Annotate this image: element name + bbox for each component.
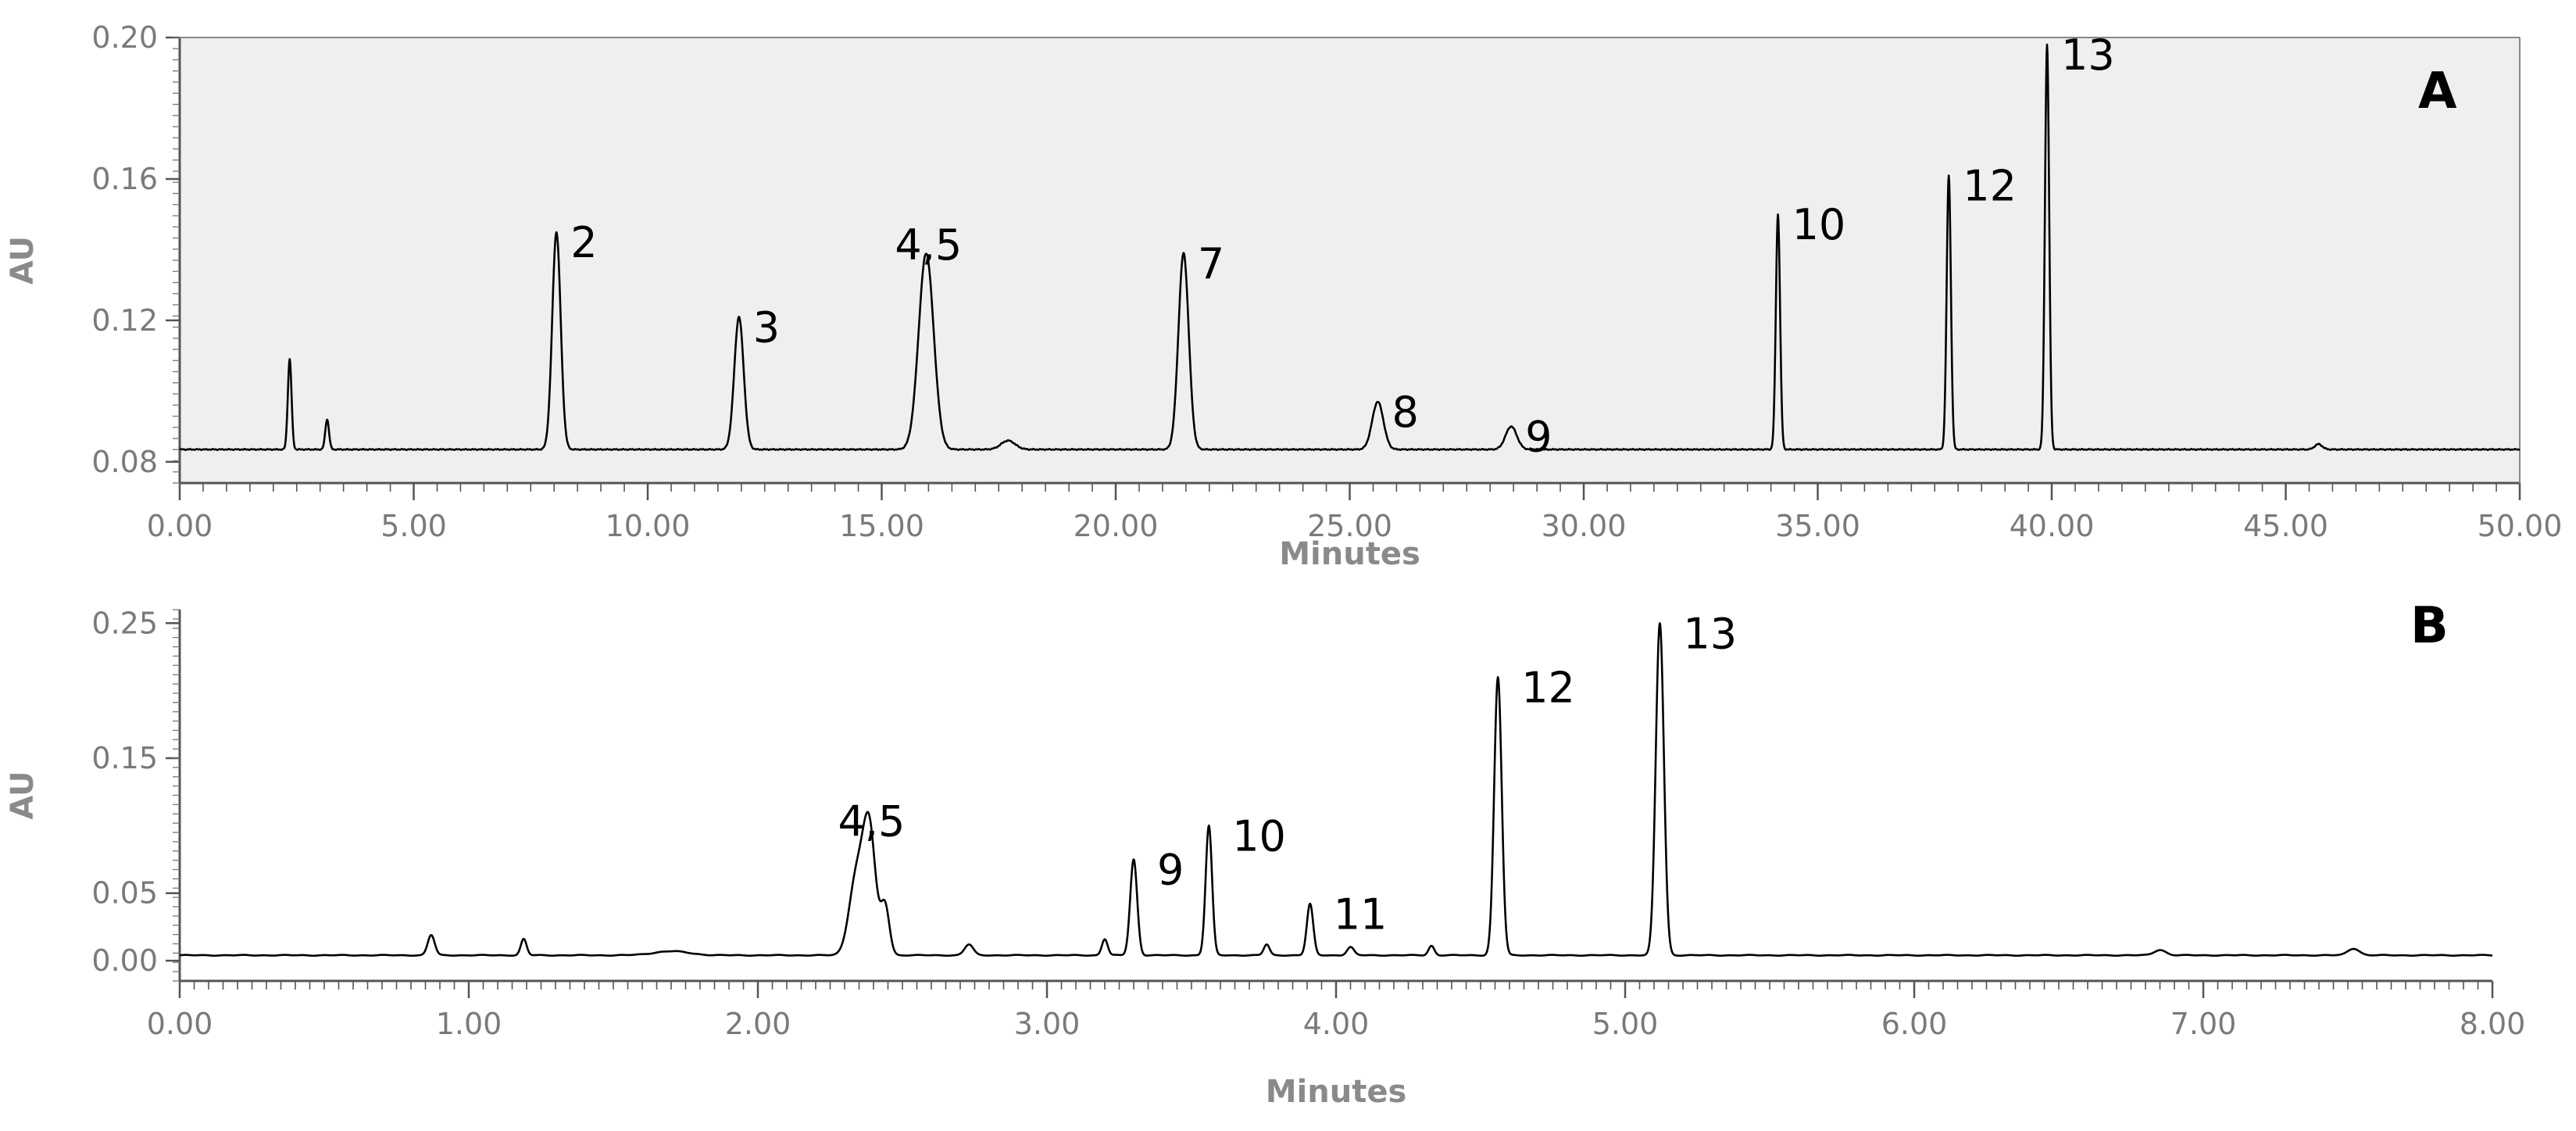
peak-label-b: 9	[1157, 846, 1184, 895]
panel-letter-b: B	[2410, 597, 2449, 655]
peak-label-a: 2	[570, 218, 597, 267]
y-axis-title-b: AU	[5, 771, 41, 819]
x-tick-label-b: 8.00	[2460, 1007, 2526, 1041]
x-tick-label-a: 0.00	[147, 509, 213, 543]
peak-label-a: 9	[1525, 413, 1552, 462]
y-tick-label-a: 0.08	[91, 445, 158, 479]
x-tick-label-a: 40.00	[2010, 509, 2095, 543]
panel-letter-a: A	[2418, 63, 2457, 120]
peak-label-a: 7	[1198, 239, 1224, 288]
x-tick-label-a: 10.00	[606, 509, 691, 543]
chromatogram-trace-b	[179, 622, 2493, 957]
x-tick-label-b: 5.00	[1592, 1007, 1659, 1041]
peak-label-b: 4,5	[838, 797, 905, 846]
x-tick-label-b: 0.00	[147, 1007, 213, 1041]
x-tick-label-a: 5.00	[381, 509, 447, 543]
plot-area-a	[180, 38, 2520, 483]
peak-label-b: 13	[1683, 609, 1737, 658]
peak-label-a: 8	[1392, 388, 1418, 437]
x-axis-title-b: Minutes	[1266, 1074, 1407, 1110]
plot-area-b	[180, 610, 2492, 981]
y-tick-label-b: 0.05	[91, 876, 158, 911]
x-tick-label-a: 15.00	[839, 509, 924, 543]
peak-label-a: 10	[1792, 200, 1846, 249]
x-tick-label-a: 45.00	[2243, 509, 2328, 543]
x-tick-label-b: 7.00	[2170, 1007, 2237, 1041]
x-axis-title-a: Minutes	[1279, 536, 1420, 572]
x-tick-label-a: 20.00	[1074, 509, 1159, 543]
peak-label-b: 12	[1521, 663, 1575, 712]
x-tick-label-b: 2.00	[725, 1007, 791, 1041]
y-tick-label-b: 0.15	[91, 741, 158, 775]
y-tick-label-b: 0.25	[91, 606, 158, 640]
peak-label-a: 4,5	[895, 220, 962, 270]
y-tick-label-a: 0.12	[91, 303, 158, 338]
x-tick-label-b: 6.00	[1881, 1007, 1948, 1041]
peak-label-b: 11	[1334, 890, 1388, 940]
x-tick-label-a: 25.00	[1307, 509, 1392, 543]
y-axis-title-a: AU	[5, 236, 41, 285]
x-tick-label-a: 35.00	[1775, 509, 1860, 543]
x-tick-label-a: 30.00	[1542, 509, 1627, 543]
x-tick-label-b: 1.00	[436, 1007, 502, 1041]
x-tick-label-b: 3.00	[1014, 1007, 1081, 1041]
peak-label-b: 10	[1232, 811, 1286, 861]
y-tick-label-a: 0.16	[91, 162, 158, 196]
peak-label-a: 12	[1963, 161, 2017, 210]
y-tick-label-a: 0.20	[91, 20, 158, 55]
chromatogram-trace-a	[179, 43, 2521, 452]
x-tick-label-a: 50.00	[2478, 509, 2563, 543]
x-tick-label-b: 4.00	[1303, 1007, 1370, 1041]
peak-label-a: 3	[753, 302, 780, 352]
peak-label-a: 13	[2061, 30, 2115, 80]
y-tick-label-b: 0.00	[91, 943, 158, 978]
